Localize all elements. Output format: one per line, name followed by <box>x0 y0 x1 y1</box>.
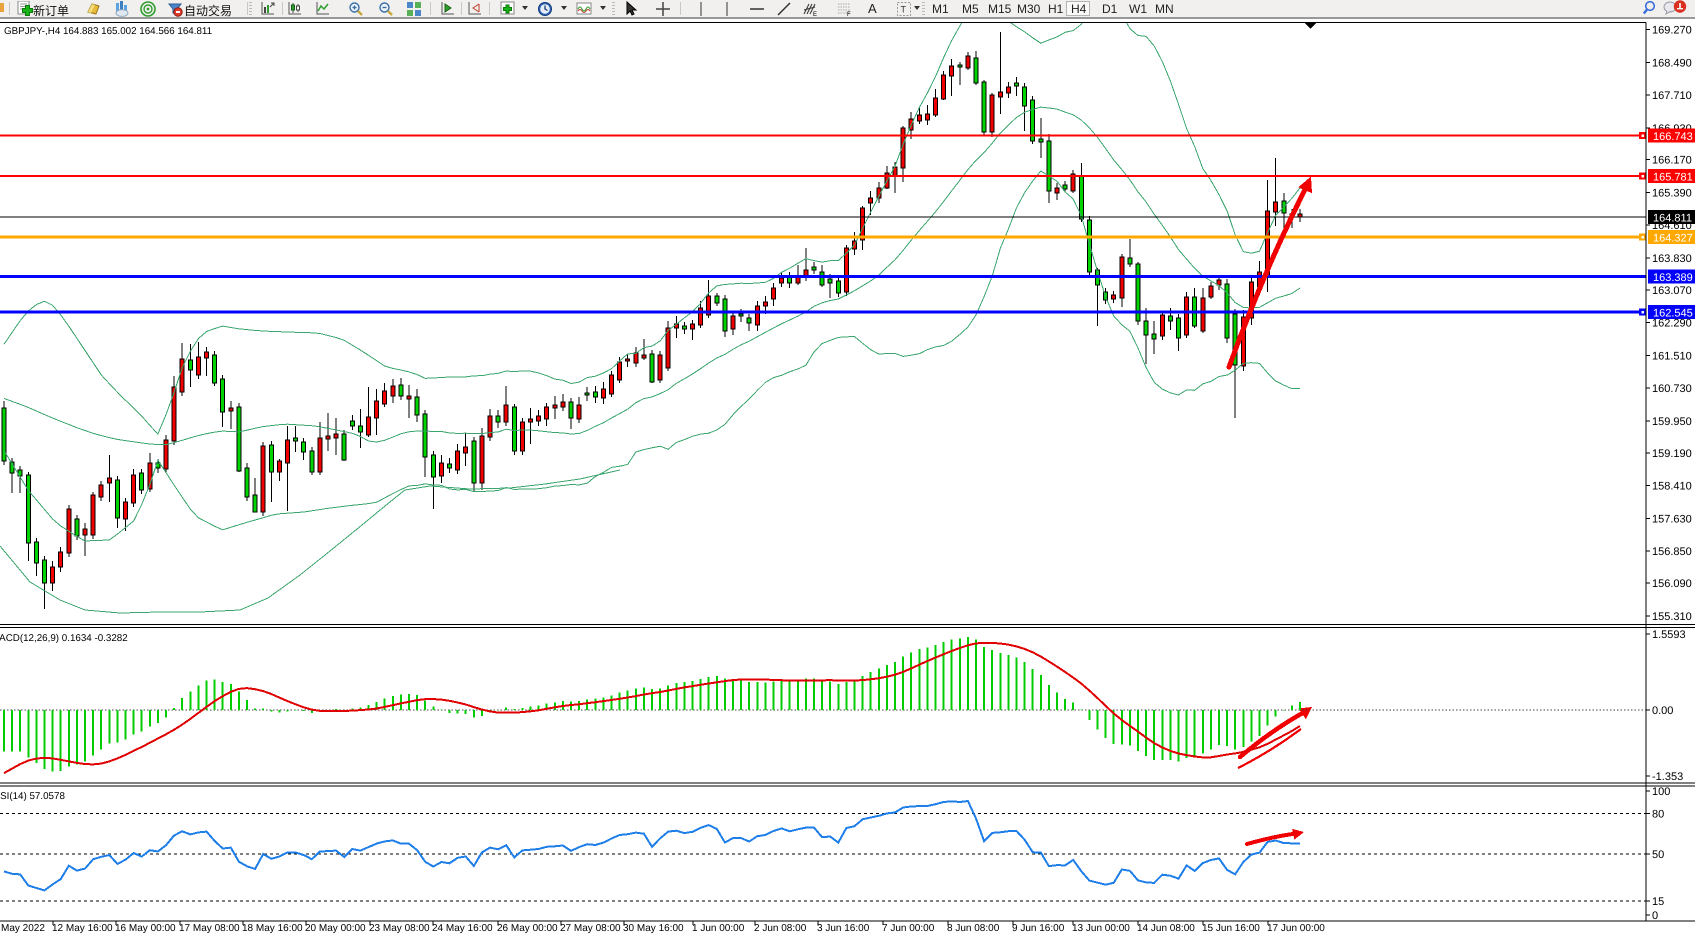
svg-text:155.310: 155.310 <box>1652 611 1692 623</box>
svg-text:17 May 08:00: 17 May 08:00 <box>179 923 240 934</box>
svg-text:1 Jun 00:00: 1 Jun 00:00 <box>692 923 745 934</box>
svg-text:160.730: 160.730 <box>1652 383 1692 395</box>
svg-text:20 May 00:00: 20 May 00:00 <box>305 923 366 934</box>
svg-text:80: 80 <box>1652 808 1664 820</box>
svg-text:23 May 08:00: 23 May 08:00 <box>369 923 430 934</box>
svg-text:27 May 08:00: 27 May 08:00 <box>560 923 621 934</box>
svg-text:T: T <box>901 5 907 15</box>
svg-text:158.410: 158.410 <box>1652 481 1692 493</box>
svg-text:161.510: 161.510 <box>1652 350 1692 362</box>
svg-text:156.090: 156.090 <box>1652 578 1692 590</box>
svg-text:163.389: 163.389 <box>1653 272 1693 284</box>
svg-text:26 May 00:00: 26 May 00:00 <box>497 923 558 934</box>
svg-text:164.327: 164.327 <box>1653 233 1693 245</box>
svg-text:164.610: 164.610 <box>1652 220 1692 232</box>
svg-text:May 2022: May 2022 <box>1 923 45 934</box>
svg-text:164.811: 164.811 <box>1653 212 1692 224</box>
svg-text:RSI(14) 57.0578: RSI(14) 57.0578 <box>0 791 65 802</box>
svg-text:166.743: 166.743 <box>1653 131 1693 143</box>
svg-text:0: 0 <box>1652 910 1658 922</box>
svg-text:0.00: 0.00 <box>1652 705 1673 717</box>
svg-text:GBPJPY-,H4 164.883 165.002 16: GBPJPY-,H4 164.883 165.002 164.566 164.8… <box>4 26 212 37</box>
svg-text:159.190: 159.190 <box>1652 448 1692 460</box>
svg-text:-1.353: -1.353 <box>1652 771 1683 783</box>
svg-text:12 May 16:00: 12 May 16:00 <box>52 923 113 934</box>
svg-text:166.930: 166.930 <box>1652 123 1692 135</box>
svg-text:100: 100 <box>1652 786 1670 798</box>
svg-text:16 May 00:00: 16 May 00:00 <box>115 923 176 934</box>
svg-text:14 Jun 08:00: 14 Jun 08:00 <box>1137 923 1195 934</box>
svg-text:166.170: 166.170 <box>1652 155 1692 167</box>
svg-text:MACD(12,26,9) 0.1634 -0.3282: MACD(12,26,9) 0.1634 -0.3282 <box>0 633 128 644</box>
svg-text:2 Jun 08:00: 2 Jun 08:00 <box>754 923 807 934</box>
svg-text:156.850: 156.850 <box>1652 546 1692 558</box>
svg-text:30 May 16:00: 30 May 16:00 <box>623 923 684 934</box>
svg-text:165.390: 165.390 <box>1652 188 1692 200</box>
svg-text:163.070: 163.070 <box>1652 285 1692 297</box>
svg-text:1.5593: 1.5593 <box>1652 629 1686 641</box>
svg-text:24 May 16:00: 24 May 16:00 <box>432 923 493 934</box>
svg-text:3 Jun 16:00: 3 Jun 16:00 <box>817 923 870 934</box>
svg-text:18 May 16:00: 18 May 16:00 <box>242 923 303 934</box>
svg-text:8 Jun 08:00: 8 Jun 08:00 <box>947 923 1000 934</box>
svg-text:162.545: 162.545 <box>1653 308 1693 320</box>
svg-text:7 Jun 00:00: 7 Jun 00:00 <box>882 923 935 934</box>
svg-text:9 Jun 16:00: 9 Jun 16:00 <box>1012 923 1065 934</box>
svg-text:168.490: 168.490 <box>1652 57 1692 69</box>
svg-text:13 Jun 00:00: 13 Jun 00:00 <box>1072 923 1130 934</box>
svg-text:167.710: 167.710 <box>1652 90 1692 102</box>
svg-text:50: 50 <box>1652 849 1664 861</box>
svg-text:17 Jun 00:00: 17 Jun 00:00 <box>1267 923 1325 934</box>
svg-text:165.781: 165.781 <box>1653 172 1693 184</box>
svg-text:F: F <box>847 12 851 17</box>
svg-text:E: E <box>813 12 817 17</box>
svg-text:163.830: 163.830 <box>1652 253 1692 265</box>
svg-text:157.630: 157.630 <box>1652 513 1692 525</box>
svg-text:162.290: 162.290 <box>1652 318 1692 330</box>
svg-text:15: 15 <box>1652 896 1664 908</box>
svg-text:159.950: 159.950 <box>1652 416 1692 428</box>
svg-text:15 Jun 16:00: 15 Jun 16:00 <box>1202 923 1260 934</box>
svg-text:169.270: 169.270 <box>1652 25 1692 37</box>
